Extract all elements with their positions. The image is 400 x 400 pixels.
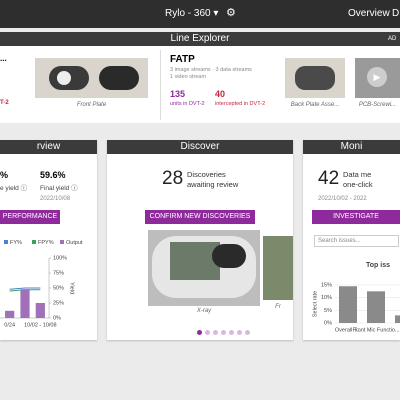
caption: Front Plate (76, 102, 107, 108)
nav-overview[interactable]: Overview (348, 8, 390, 19)
overview-card: rview % e yield ⓘ 59.6% Final yield ⓘ 20… (0, 140, 97, 340)
x-tick-label: Overall T... (335, 327, 362, 333)
date: 2022/10/08 (40, 196, 71, 202)
card-title: Discover (107, 140, 293, 154)
line-explorer-header: Line Explorer AD (0, 32, 400, 46)
line-explorer-panel: ... T-2 Front Plate FATP 3 image streams… (0, 46, 400, 123)
investigate-button[interactable]: INVESTIGATE (312, 210, 400, 224)
y-tick-label: 25% (53, 300, 64, 306)
divider (160, 50, 161, 120)
y-tick-label: 100% (53, 255, 67, 261)
monitor-text: Data me (343, 170, 372, 179)
first-yield-label: e yield ⓘ (0, 185, 28, 192)
monitor-card: Moni 42 Data me one-click 2022/10/02 - 2… (303, 140, 400, 340)
video-streams: 1 video stream (170, 74, 207, 80)
bar (5, 310, 15, 318)
xray-image[interactable] (148, 230, 260, 306)
bar (367, 291, 385, 323)
units-label: units in DVT-2 (170, 101, 205, 107)
product-selector[interactable]: Rylo - 360 ▾ (165, 8, 219, 19)
discover-card: Discover 28 Discoveries awaiting review … (107, 140, 293, 340)
y-tick-label: 75% (53, 270, 64, 276)
caption: PCB-Screwi... (358, 102, 397, 108)
settings-icon[interactable]: ⚙ (226, 7, 236, 19)
monitor-count: 42 (318, 168, 340, 189)
monitor-text: one-click (343, 180, 373, 189)
final-yield-label: Final yield ⓘ (40, 185, 78, 192)
legend-label: FPY% (38, 240, 54, 246)
y-axis-label: Yield (69, 282, 75, 294)
discover-text: Discoveries (187, 170, 226, 179)
top-bar: Rylo - 360 ▾ ⚙ Overview D (0, 0, 400, 28)
intercepted-label: intercepted in DVT-2 (215, 101, 266, 107)
bar (339, 286, 357, 323)
nav-d[interactable]: D (392, 8, 400, 19)
caption: X-ray (196, 308, 212, 314)
bar (35, 303, 45, 318)
x-tick-label: 10/02 - 10/08 (24, 322, 56, 328)
legend-swatch (60, 240, 64, 244)
y-tick-label: 50% (53, 285, 64, 291)
y-tick-label: 10% (321, 295, 332, 301)
stage-name: FATP (170, 54, 195, 65)
image-front-plate[interactable] (35, 58, 148, 98)
first-yield: % (0, 170, 9, 180)
discover-count: 28 (162, 168, 184, 189)
issues-chart: Top iss 0% 5% 10% 15%Select rate Overall T...… (312, 262, 400, 333)
streams: 3 image streams · 3 data streams (170, 67, 252, 73)
card-title: rview (0, 140, 97, 154)
legend-swatch (32, 240, 36, 244)
confirm-button[interactable]: CONFIRM NEW DISCOVERIES (145, 210, 255, 224)
section-title: Line Explorer (170, 33, 230, 44)
intercepted-count: 40 (215, 89, 226, 99)
bar (20, 289, 30, 318)
chart-title: Top iss (366, 262, 390, 269)
legend-label: Output (66, 240, 83, 246)
caption: Fr (275, 304, 281, 310)
y-tick-label: 0% (324, 320, 332, 326)
product-name[interactable]: Rylo - 360 (165, 8, 211, 19)
final-yield: 59.6% (40, 170, 66, 180)
bar (395, 315, 400, 323)
y-axis-label: Select rate (312, 291, 318, 317)
performance-button[interactable]: PERFORMANCE (0, 210, 60, 224)
search-input[interactable]: Search issues... (314, 235, 399, 247)
yield-chart: FY% FPY% Output 0% 25% 50% 75% 100% Yield 0/24 10/… (0, 240, 83, 328)
y-tick-label: 15% (321, 282, 332, 288)
video-pcb[interactable]: ▶ (355, 58, 400, 98)
image-back-plate[interactable] (285, 58, 345, 98)
line-series (9, 287, 41, 290)
y-tick-label: 0% (53, 315, 61, 321)
legend-label: FY% (10, 240, 22, 246)
caption: Back Plate Asse... (290, 102, 340, 108)
discover-text: awaiting review (187, 180, 239, 189)
y-tick-label: 5% (324, 308, 332, 314)
x-tick-label: Front Mic Functio... (352, 327, 400, 333)
x-tick-label: 0/24 (4, 322, 15, 328)
image-2[interactable] (263, 236, 293, 300)
card-title: Moni (303, 140, 400, 154)
legend-swatch (4, 240, 8, 244)
units-count: 135 (170, 89, 186, 99)
stage-note: T-2 (0, 100, 9, 106)
date: 2022/10/02 - 2022 (318, 196, 367, 202)
pagination (197, 322, 253, 340)
stage-label: ... (0, 54, 7, 63)
corner-text: AD (388, 36, 397, 42)
